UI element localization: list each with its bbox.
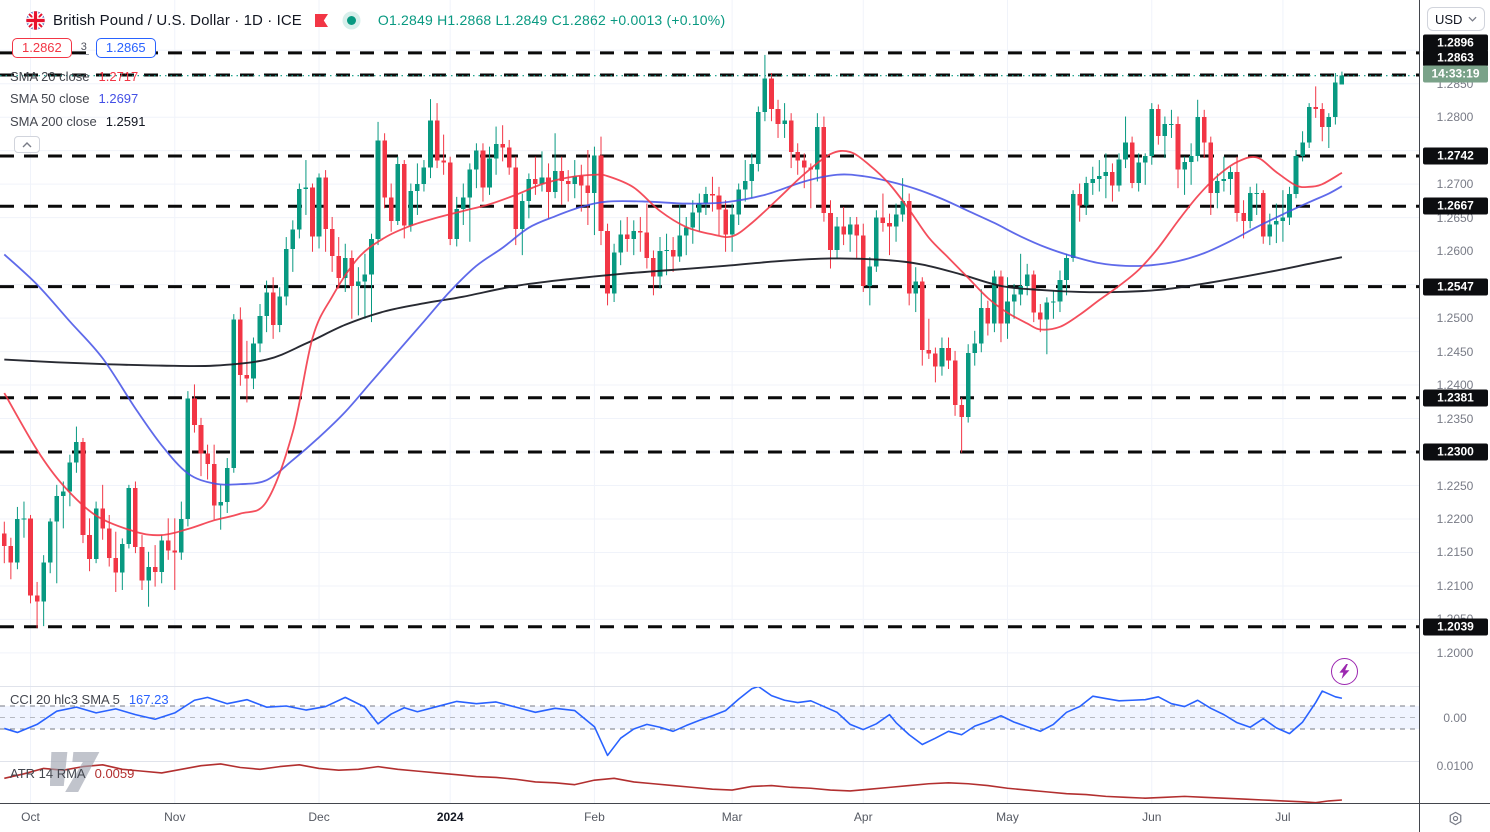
time-axis-label: Jun xyxy=(1142,810,1162,824)
axis-settings-icon[interactable] xyxy=(1448,811,1463,826)
currency-dropdown[interactable]: USD xyxy=(1427,7,1485,31)
ask-price-button[interactable]: 1.2865 xyxy=(95,38,156,58)
sma200-legend: SMA 200 close 1.2591 xyxy=(10,114,145,129)
price-tick: 1.2500 xyxy=(1436,311,1474,326)
level-price-label: 1.2896 xyxy=(1423,34,1488,52)
sma50-value: 1.2697 xyxy=(98,91,139,106)
time-axis-label: Dec xyxy=(308,810,330,824)
red-flag-marker-icon[interactable] xyxy=(314,13,329,28)
time-axis-label: May xyxy=(996,810,1019,824)
chevron-up-icon xyxy=(22,141,32,147)
time-axis-label: Apr xyxy=(853,810,873,824)
cci-value: 167.23 xyxy=(128,692,169,707)
tradingview-watermark xyxy=(49,746,128,797)
price-tick: 1.2450 xyxy=(1436,344,1474,359)
lightning-icon[interactable] xyxy=(1331,658,1358,685)
atr-label[interactable]: ATR 14 RMA xyxy=(10,766,86,781)
sma50-legend: SMA 50 close 1.2697 xyxy=(10,91,138,106)
level-price-label: 1.2381 xyxy=(1423,389,1488,407)
price-tick: 1.2350 xyxy=(1436,411,1474,426)
atr-value: 0.0059 xyxy=(94,766,135,781)
market-status-dot[interactable] xyxy=(346,15,356,25)
sma200-value: 1.2591 xyxy=(105,114,146,129)
uk-flag-icon xyxy=(26,10,45,30)
sma200-label[interactable]: SMA 200 close xyxy=(10,114,97,129)
chart-canvas[interactable] xyxy=(0,0,1419,803)
currency-label: USD xyxy=(1435,11,1463,27)
symbol-title[interactable]: British Pound / U.S. Dollar · 1D · ICE xyxy=(53,11,302,29)
sma20-legend: SMA 20 close 1.2717 xyxy=(10,69,138,84)
price-tick: 1.2000 xyxy=(1436,645,1474,660)
time-axis-label: Jul xyxy=(1275,810,1291,824)
collapse-legend-button[interactable] xyxy=(14,136,40,153)
axis-corner xyxy=(1419,803,1490,832)
quote-row: 1.2862 3 1.2865 xyxy=(12,38,156,58)
level-price-label: 1.2300 xyxy=(1423,443,1488,461)
time-axis-label: Oct xyxy=(21,810,40,824)
bid-price-button[interactable]: 1.2862 xyxy=(12,38,72,58)
level-price-label: 1.2742 xyxy=(1423,147,1488,165)
price-tick: 1.2200 xyxy=(1436,511,1474,526)
time-axis-label: Nov xyxy=(164,810,186,824)
level-price-label: 1.2039 xyxy=(1423,618,1488,636)
bar-countdown-label: 14:33:19 xyxy=(1423,65,1488,83)
price-tick: 1.2600 xyxy=(1436,244,1474,259)
price-axis[interactable]: USD 1.2850 1.2800 1.2700 1.2650 1.2600 1.2500… xyxy=(1419,0,1490,803)
ohlc-readout: O1.2849 H1.2868 L1.2849 C1.2862 +0.0013 … xyxy=(377,12,726,28)
time-axis-label: Mar xyxy=(721,810,743,824)
sma20-label[interactable]: SMA 20 close xyxy=(10,69,90,84)
level-price-label: 1.2863 xyxy=(1423,49,1488,67)
atr-tick: 0.0100 xyxy=(1436,759,1474,773)
price-tick: 1.2100 xyxy=(1436,578,1474,593)
price-tick: 1.2250 xyxy=(1436,478,1474,493)
time-axis-label: 2024 xyxy=(436,810,464,824)
price-tick: 1.2150 xyxy=(1436,545,1474,560)
time-axis-label: Feb xyxy=(584,810,605,824)
chevron-down-icon xyxy=(1468,16,1477,22)
price-tick: 1.2400 xyxy=(1436,378,1474,393)
atr-legend: ATR 14 RMA 0.0059 xyxy=(10,766,134,781)
level-price-label: 1.2547 xyxy=(1423,278,1488,296)
sma50-label[interactable]: SMA 50 close xyxy=(10,91,90,106)
sma20-value: 1.2717 xyxy=(98,69,139,84)
level-price-label: 1.2667 xyxy=(1423,197,1488,215)
price-tick: 1.2800 xyxy=(1436,110,1474,125)
cci-label[interactable]: CCI 20 hlc3 SMA 5 xyxy=(10,692,120,707)
time-axis[interactable]: Oct Nov Dec 2024 Feb Mar Apr May Jun Jul xyxy=(0,803,1419,832)
price-tick: 1.2700 xyxy=(1436,177,1474,192)
spread-value: 3 xyxy=(78,41,89,55)
cci-legend: CCI 20 hlc3 SMA 5 167.23 xyxy=(10,692,169,707)
cci-tick: 0.00 xyxy=(1443,711,1467,725)
symbol-row: British Pound / U.S. Dollar · 1D · ICE O… xyxy=(26,9,725,31)
